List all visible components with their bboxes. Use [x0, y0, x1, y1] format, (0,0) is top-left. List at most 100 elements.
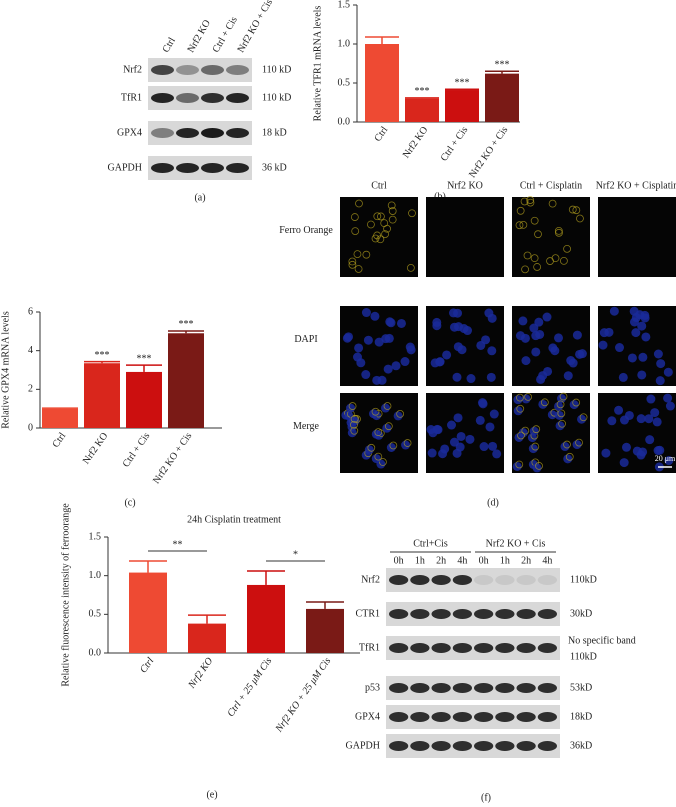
blot-band [495, 741, 515, 751]
blot-band [410, 683, 430, 693]
ferro-signal [521, 265, 529, 274]
nucleus [665, 401, 675, 411]
time-label: 1h [500, 555, 510, 566]
nucleus [492, 449, 502, 459]
ferro-signal [348, 257, 357, 266]
blot-band [537, 575, 557, 585]
nucleus [432, 321, 442, 331]
nucleus [542, 312, 552, 322]
bar [247, 584, 285, 653]
ferro-signal [362, 250, 371, 259]
nucleus [569, 400, 579, 410]
nucleus [532, 463, 542, 473]
size-label: 53kD [570, 682, 592, 693]
nucleus [615, 343, 625, 353]
nucleus [563, 454, 573, 464]
blot-band [226, 163, 249, 173]
nucleus [601, 448, 611, 458]
nucleus [521, 394, 531, 404]
nucleus [637, 321, 647, 331]
ferro-signal [572, 206, 581, 215]
blot-band [474, 712, 494, 722]
blot-band [516, 683, 536, 693]
time-label: 0h [479, 555, 489, 566]
size-label: 110kD [570, 651, 597, 662]
y-tick-label: 4 [28, 345, 33, 356]
bar [84, 363, 120, 428]
blot-band [176, 93, 199, 103]
blot-band [474, 683, 494, 693]
ferro-signal [563, 440, 571, 449]
nucleus [465, 434, 475, 444]
nucleus [361, 370, 371, 380]
nucleus [619, 458, 629, 468]
blot-band [410, 643, 430, 653]
nucleus [638, 352, 648, 362]
blot-band [151, 93, 174, 103]
y-tick-label: 0 [28, 422, 33, 433]
protein-label: GAPDH [108, 162, 142, 173]
nucleus [521, 356, 531, 366]
ferro-signal [371, 234, 380, 243]
nucleus [452, 372, 462, 382]
y-tick-label: 1.0 [89, 570, 102, 581]
nucleus [383, 364, 393, 374]
nucleus [563, 371, 573, 381]
time-label: 4h [542, 555, 552, 566]
scale-label: 20 μm [655, 454, 676, 463]
nucleus [452, 448, 462, 458]
y-tick-label: 1.0 [338, 38, 351, 49]
y-tick-label: 0.0 [89, 647, 102, 658]
nucleus [393, 411, 403, 421]
nucleus [641, 332, 651, 342]
significance-label: ** [173, 539, 183, 550]
nucleus [449, 322, 459, 332]
blot-band [431, 609, 451, 619]
blot-band [201, 163, 224, 173]
bar [129, 572, 167, 653]
ferro-signal [521, 426, 530, 435]
significance-label: * [293, 549, 298, 560]
ferro-signal [396, 409, 405, 418]
significance-label: *** [95, 350, 110, 361]
ferro-signal [530, 254, 539, 263]
nucleus [607, 416, 617, 426]
panel-caption: (a) [194, 192, 205, 203]
ferro-signal [533, 263, 542, 271]
ferro-signal [558, 419, 566, 428]
panel-caption: (c) [124, 497, 135, 508]
nucleus [547, 410, 557, 420]
significance-label: *** [179, 319, 194, 330]
nucleus [663, 393, 673, 403]
nucleus [650, 408, 660, 418]
size-label: 110 kD [262, 92, 291, 103]
x-tick-label: Nrf2 KO + 25 μM Cis [273, 656, 333, 735]
nucleus [432, 424, 442, 434]
nucleus [485, 422, 495, 432]
nucleus [347, 428, 357, 438]
nucleus [619, 415, 629, 425]
nucleus [636, 414, 646, 424]
nucleus [663, 367, 673, 377]
nucleus [646, 394, 656, 404]
blot-band [516, 609, 536, 619]
blot-band [495, 609, 515, 619]
nucleus [543, 366, 553, 376]
blot-band [495, 683, 515, 693]
ferro-signal [388, 207, 397, 215]
ferro-signal [379, 458, 387, 466]
blot-band [452, 712, 472, 722]
ferro-signal [554, 226, 563, 235]
blot-band [389, 643, 409, 653]
nucleus [637, 370, 647, 380]
nucleus [396, 318, 406, 328]
nucleus [370, 311, 380, 321]
ferro-signal [354, 265, 363, 273]
nucleus [572, 440, 582, 450]
ferro-signal [572, 398, 581, 407]
blot-band [201, 128, 224, 138]
protein-label: CTR1 [356, 608, 380, 619]
protein-label: p53 [365, 682, 380, 693]
nucleus [560, 442, 570, 452]
time-label: 4h [457, 555, 467, 566]
